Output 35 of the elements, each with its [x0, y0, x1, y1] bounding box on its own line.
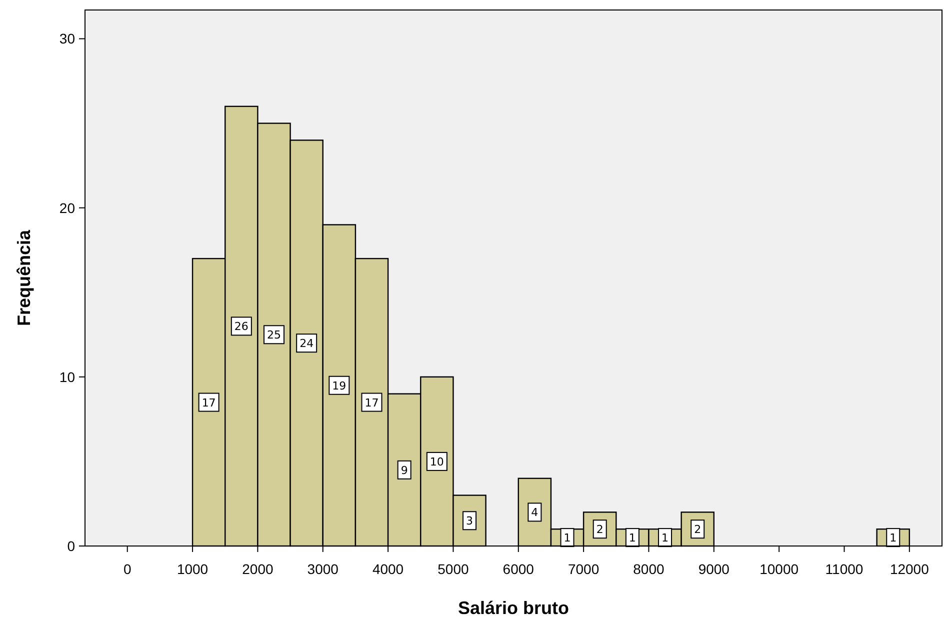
data-label: 2: [596, 523, 604, 536]
x-tick-label: 9000: [698, 561, 730, 577]
data-label: 1: [628, 532, 636, 545]
data-label: 1: [564, 532, 571, 545]
data-label: 9: [400, 464, 408, 477]
data-label: 25: [266, 328, 281, 342]
y-tick-label: 30: [59, 30, 76, 47]
x-tick-label: 10000: [760, 561, 799, 577]
x-tick-label: 6000: [502, 561, 534, 577]
data-label: 1: [890, 532, 897, 545]
x-tick-label: 4000: [372, 561, 404, 577]
x-tick-label: 1000: [176, 561, 208, 577]
data-label: 17: [202, 396, 216, 410]
x-tick-label: 7000: [568, 561, 600, 577]
x-tick-label: 11000: [825, 561, 864, 577]
data-label: 3: [466, 514, 474, 528]
x-tick-label: 8000: [633, 561, 665, 577]
data-label: 26: [234, 320, 248, 334]
data-label: 1: [662, 532, 669, 545]
y-tick-label: 20: [59, 200, 76, 216]
data-label: 19: [332, 379, 346, 392]
x-tick-label: 0: [123, 561, 132, 577]
data-label: 2: [694, 523, 702, 536]
y-axis-title: Frequência: [14, 228, 34, 326]
data-label: 17: [364, 396, 379, 410]
x-tick-label: 3000: [307, 561, 339, 577]
x-axis-title: Salário bruto: [458, 598, 570, 618]
x-tick-label: 12000: [890, 561, 930, 577]
y-tick-label: 0: [67, 538, 76, 554]
data-label: 24: [300, 337, 314, 350]
x-tick-label: 2000: [242, 561, 274, 577]
data-label: 10: [430, 455, 444, 468]
data-label: 4: [531, 506, 538, 520]
x-tick-label: 5000: [438, 561, 469, 577]
y-tick-label: 10: [59, 368, 76, 385]
